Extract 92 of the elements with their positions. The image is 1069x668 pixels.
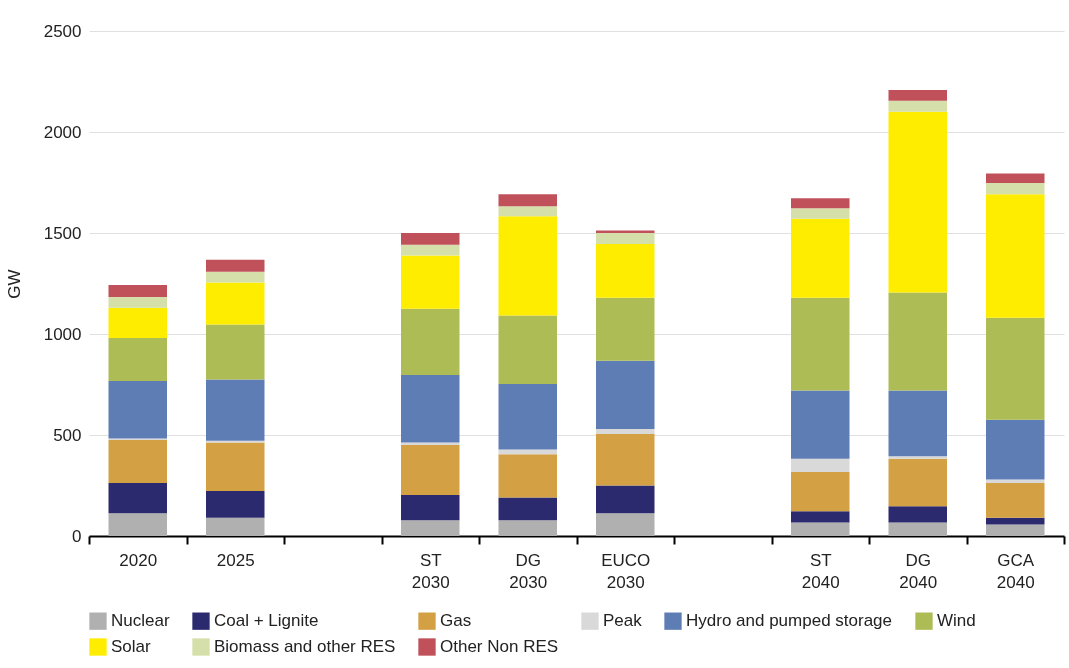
bar (888, 458, 947, 507)
y-tick-label: 1500 (43, 223, 82, 243)
legend-label: Hydro and pumped storage (686, 611, 893, 631)
bar (206, 324, 265, 380)
bar (401, 520, 460, 536)
bar (596, 360, 655, 429)
x-tick-label: 2020 (119, 550, 158, 570)
bar (596, 513, 655, 536)
legend-label: Nuclear (111, 611, 170, 631)
bar (401, 233, 460, 245)
bar (986, 524, 1045, 536)
legend-label: Gas (440, 611, 472, 631)
bar (206, 517, 265, 536)
bar (888, 292, 947, 391)
bar (986, 194, 1045, 318)
bar (888, 89, 947, 101)
bar (791, 511, 850, 523)
bar (401, 494, 460, 521)
bar (498, 383, 557, 450)
legend-label: Solar (111, 637, 152, 656)
bar (888, 506, 947, 523)
legend-label: Peak (603, 611, 643, 631)
bar (986, 483, 1045, 518)
x-tick-label: EUCO 2030 (601, 550, 651, 592)
bar (888, 390, 947, 457)
y-tick-label: 2000 (43, 122, 82, 142)
bar (401, 375, 460, 443)
y-axis-title: GW (4, 269, 24, 299)
bar (986, 517, 1045, 525)
bar (498, 206, 557, 217)
bar (401, 442, 460, 446)
bar (596, 485, 655, 514)
bar (791, 198, 850, 209)
bar (791, 390, 850, 459)
bar (108, 381, 167, 439)
bar (888, 456, 947, 459)
x-tick-label: ST 2040 (801, 550, 840, 592)
bar (206, 282, 265, 325)
bar (596, 233, 655, 245)
bar (498, 454, 557, 498)
y-tick-label: 2500 (43, 21, 82, 41)
x-tick-label: DG 2030 (509, 550, 548, 592)
legend-label: Other Non RES (440, 637, 559, 656)
bar (108, 440, 167, 484)
bar (596, 428, 655, 434)
bar (401, 255, 460, 309)
bar (108, 285, 167, 298)
bar (596, 433, 655, 486)
bar (401, 244, 460, 256)
bar (498, 497, 557, 521)
legend-label: Wind (937, 611, 976, 631)
bar (401, 445, 460, 495)
x-tick-label: GCA 2040 (996, 550, 1035, 592)
bar (498, 315, 557, 384)
y-tick-label: 1000 (43, 324, 82, 344)
legend-label: Coal + Lignite (214, 611, 319, 631)
bar (791, 471, 850, 512)
bar (206, 259, 265, 272)
bar (108, 483, 167, 514)
bar (888, 522, 947, 536)
bar (498, 194, 557, 207)
bar (206, 271, 265, 283)
bar (596, 297, 655, 361)
bar (108, 297, 167, 308)
legend-label: Biomass and other RES (214, 637, 396, 656)
bar (986, 173, 1045, 184)
bar (498, 520, 557, 536)
bar (986, 317, 1045, 420)
x-tick-label: ST 2030 (411, 550, 450, 592)
bar (108, 338, 167, 382)
bar (986, 419, 1045, 480)
bar (888, 111, 947, 293)
bar (401, 308, 460, 376)
y-tick-label: 0 (72, 526, 82, 546)
bar (791, 297, 850, 391)
bar (206, 442, 265, 491)
bar (791, 522, 850, 536)
bar (888, 100, 947, 112)
bar (596, 244, 655, 298)
bar (206, 379, 265, 441)
bar (108, 307, 167, 339)
bar (986, 479, 1045, 484)
bar (791, 458, 850, 472)
bar (791, 218, 850, 298)
bar (498, 216, 557, 316)
bar (986, 183, 1045, 195)
bar (108, 513, 167, 536)
bar (791, 208, 850, 219)
x-tick-label: DG 2040 (899, 550, 938, 592)
x-tick-label: 2025 (216, 550, 255, 570)
y-tick-label: 500 (53, 425, 82, 445)
bar (206, 490, 265, 518)
